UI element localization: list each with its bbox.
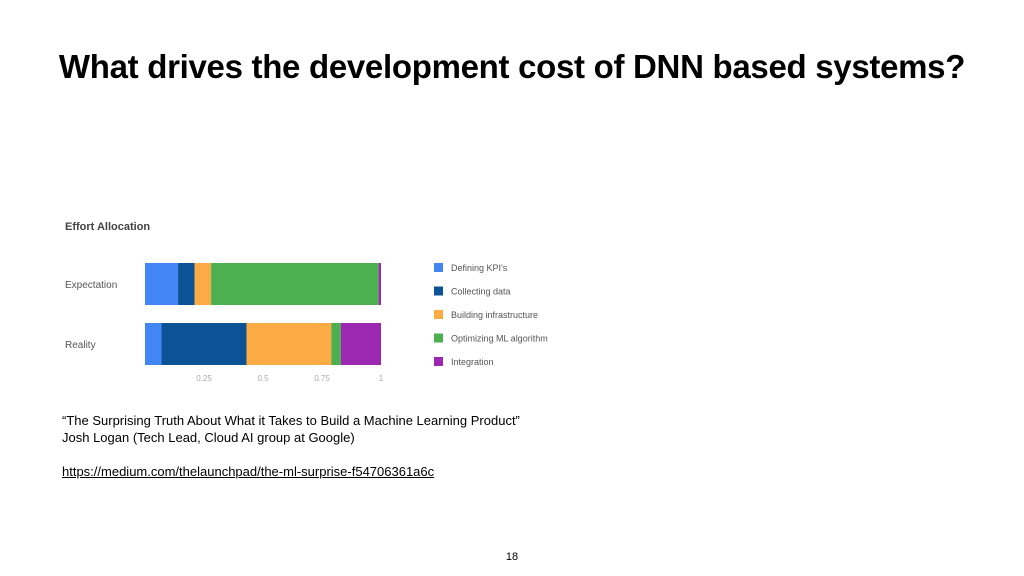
x-tick-label: 1 xyxy=(379,374,384,383)
bar-segment-expectation-1 xyxy=(178,263,195,305)
legend-swatch xyxy=(434,310,443,319)
citation: “The Surprising Truth About What it Take… xyxy=(62,412,520,480)
category-label-reality: Reality xyxy=(65,340,96,351)
x-tick-labels: 0.25 0.5 0.75 1 xyxy=(196,374,384,383)
bar-segment-reality-1 xyxy=(161,323,247,365)
citation-link[interactable]: https://medium.com/thelaunchpad/the-ml-s… xyxy=(62,464,435,479)
slide-title: What drives the development cost of DNN … xyxy=(58,48,966,85)
x-tick-label: 0.75 xyxy=(314,374,330,383)
citation-quote: “The Surprising Truth About What it Take… xyxy=(62,413,520,428)
legend-label: Optimizing ML algorithm xyxy=(451,334,548,344)
legend-label: Integration xyxy=(451,357,494,367)
effort-allocation-chart: Effort Allocation Expectation Reality 0.2… xyxy=(65,221,548,383)
page-number: 18 xyxy=(505,551,519,563)
bar-segment-reality-3 xyxy=(331,323,341,365)
bar-segment-reality-2 xyxy=(246,323,332,365)
category-labels: Expectation Reality xyxy=(65,280,117,351)
category-label-expectation: Expectation xyxy=(65,280,117,291)
bar-segment-expectation-3 xyxy=(211,263,379,305)
legend-label: Building infrastructure xyxy=(451,310,538,320)
bar-segment-reality-0 xyxy=(145,323,162,365)
legend-swatch xyxy=(434,333,443,343)
legend-swatch xyxy=(434,286,443,296)
x-tick-label: 0.5 xyxy=(257,374,269,383)
chart-title: Effort Allocation xyxy=(65,221,150,233)
legend: Defining KPI's Collecting data Building in… xyxy=(434,263,548,367)
bar-segment-reality-4 xyxy=(340,323,381,365)
legend-label: Collecting data xyxy=(451,287,511,297)
legend-swatch xyxy=(434,357,443,366)
bar-segment-expectation-4 xyxy=(378,263,381,305)
citation-author: Josh Logan (Tech Lead, Cloud AI group at… xyxy=(62,430,355,445)
x-tick-label: 0.25 xyxy=(196,374,212,383)
stacked-bars xyxy=(145,263,381,365)
bar-segment-expectation-0 xyxy=(145,263,179,305)
legend-label: Defining KPI's xyxy=(451,263,508,273)
legend-swatch xyxy=(434,263,443,272)
bar-segment-expectation-2 xyxy=(194,263,212,305)
